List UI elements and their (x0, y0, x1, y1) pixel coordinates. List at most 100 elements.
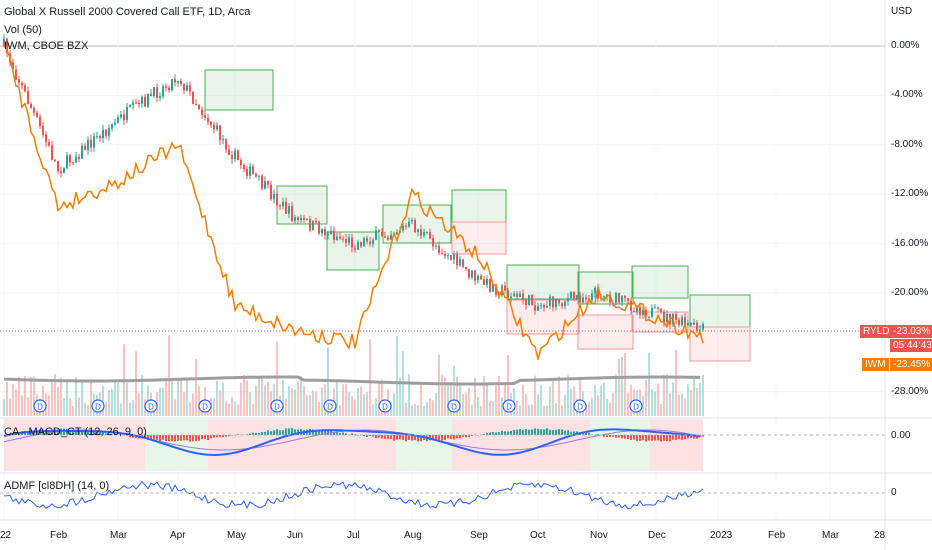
countdown-badge: 05:44:43 (890, 339, 932, 352)
macd-histogram-bar (510, 430, 512, 435)
candle-body (369, 241, 371, 245)
candle-body (555, 299, 557, 308)
volume-bar (669, 392, 671, 416)
candle-body (330, 230, 332, 235)
admf-label[interactable]: ADMF [cl8DH] (14, 0) (4, 480, 110, 492)
macd-histogram-bar (129, 435, 131, 438)
candle-body (561, 303, 563, 307)
macd-histogram-bar (495, 432, 497, 435)
volume-bar (267, 381, 269, 416)
volume-bar (51, 379, 53, 416)
candle-body (459, 259, 461, 266)
macd-histogram-bar (483, 434, 485, 435)
volume-bar (411, 405, 413, 416)
volume-bar (546, 405, 548, 416)
volume-bar (12, 384, 14, 416)
volume-bar (237, 404, 239, 416)
candle-body (318, 221, 320, 234)
volume-bar (213, 398, 215, 416)
y-tick-label: 0.00% (891, 40, 920, 51)
volume-bar (27, 397, 29, 416)
candle-body (69, 155, 71, 163)
macd-histogram-bar (159, 435, 161, 442)
candle-body (648, 316, 650, 318)
volume-bar (9, 398, 11, 416)
candle-body (249, 166, 251, 176)
candle-body (87, 139, 89, 151)
x-tick-label: Jun (287, 530, 304, 541)
volume-bar (183, 392, 185, 416)
volume-bar (543, 405, 545, 416)
volume-bar (450, 381, 452, 416)
volume-bar (684, 398, 686, 416)
iwm-symbol-badge: IWM (862, 358, 889, 371)
volume-bar (468, 387, 470, 416)
candle-body (474, 270, 476, 281)
macd-histogram-bar (537, 428, 539, 435)
macd-histogram-bar (597, 434, 599, 435)
volume-bar (180, 378, 182, 416)
volume-bar (114, 381, 116, 416)
macd-histogram-bar (588, 432, 590, 435)
macd-histogram-bar (333, 432, 335, 435)
candle-body (471, 270, 473, 278)
macd-histogram-bar (225, 435, 227, 437)
volume-bar (564, 394, 566, 416)
candle-body (279, 205, 281, 207)
volume-bar (396, 336, 398, 416)
macd-histogram-bar (252, 432, 254, 435)
macd-histogram-bar (525, 429, 527, 435)
volume-bar (567, 375, 569, 416)
volume-bar (498, 375, 500, 416)
candle-body (483, 279, 485, 285)
macd-histogram-bar (99, 431, 101, 435)
y-tick-label: -4.00% (891, 89, 923, 101)
x-tick-label: Jul (347, 530, 360, 541)
volume-bar (120, 403, 122, 416)
volume-bar (660, 404, 662, 416)
macd-histogram-bar (261, 431, 263, 435)
volume-bar (138, 393, 140, 416)
indicator-panes (0, 419, 885, 510)
volume-label: Vol (50) (4, 24, 42, 36)
compare-symbol[interactable]: IWM, CBOE BZX (4, 40, 89, 52)
macd-histogram-bar (471, 435, 473, 436)
volume-bar (111, 389, 113, 416)
volume-bar (264, 385, 266, 416)
macd-histogram-bar (390, 435, 392, 440)
macd-histogram-bar (144, 435, 146, 439)
candle-body (546, 305, 548, 308)
macd-histogram-bar (459, 435, 461, 439)
macd-histogram-bar (639, 435, 641, 441)
green-range-box (451, 189, 507, 223)
volume-bar (486, 384, 488, 416)
macd-histogram-bar (498, 432, 500, 435)
volume-bar (465, 392, 467, 416)
macd-histogram-bar (687, 435, 689, 439)
macd-histogram-bar (633, 435, 635, 440)
currency-label: USD (891, 6, 913, 17)
macd-histogram-bar (27, 431, 29, 435)
macd-histogram-bar (222, 435, 224, 438)
dividend-marker-glyph: D (577, 403, 583, 412)
candle-body (81, 145, 83, 159)
candle-body (408, 221, 410, 227)
macd-histogram-bar (165, 435, 167, 442)
macd-histogram-bar (195, 435, 197, 442)
macd-histogram-bar (507, 431, 509, 435)
volume-bar (621, 357, 623, 416)
macd-histogram-bar (441, 435, 443, 441)
volume-bar (219, 389, 221, 416)
volume-bar (261, 376, 263, 416)
macd-histogram-bar (207, 435, 209, 441)
volume-bar (69, 398, 71, 416)
macd-histogram-bar (573, 431, 575, 435)
macd-label[interactable]: CA - MACD_CT (12, 26, 9, 0) (4, 426, 147, 438)
candle-body (132, 102, 134, 105)
macd-histogram-bar (408, 435, 410, 440)
candle-body (552, 296, 554, 308)
volume-bar (519, 405, 521, 416)
macd-histogram-bar (453, 435, 455, 440)
x-tick-label: Mar (822, 530, 840, 541)
